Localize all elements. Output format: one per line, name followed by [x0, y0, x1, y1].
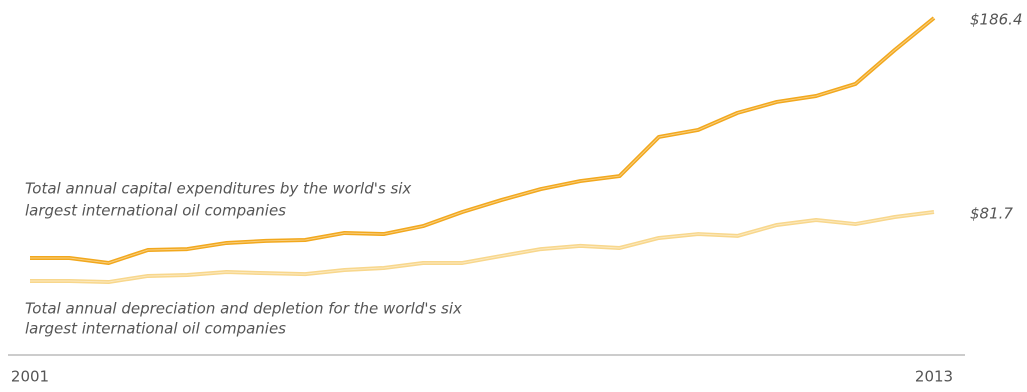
value-label: $81.7 [970, 205, 1013, 223]
value-label: $186.4 [970, 11, 1023, 29]
annotation: Total annual depreciation and depletion … [25, 300, 462, 318]
series-line [30, 16, 936, 265]
annotation: Total annual capital expenditures by the… [25, 180, 411, 198]
series-line [30, 210, 935, 285]
line-highlight [30, 211, 935, 283]
annotation: largest international oil companies [25, 320, 286, 338]
line-highlight [30, 17, 935, 264]
x-tick-label: 2013 [915, 368, 953, 386]
x-tick-label: 2001 [11, 368, 49, 386]
annotation: largest international oil companies [25, 202, 286, 220]
